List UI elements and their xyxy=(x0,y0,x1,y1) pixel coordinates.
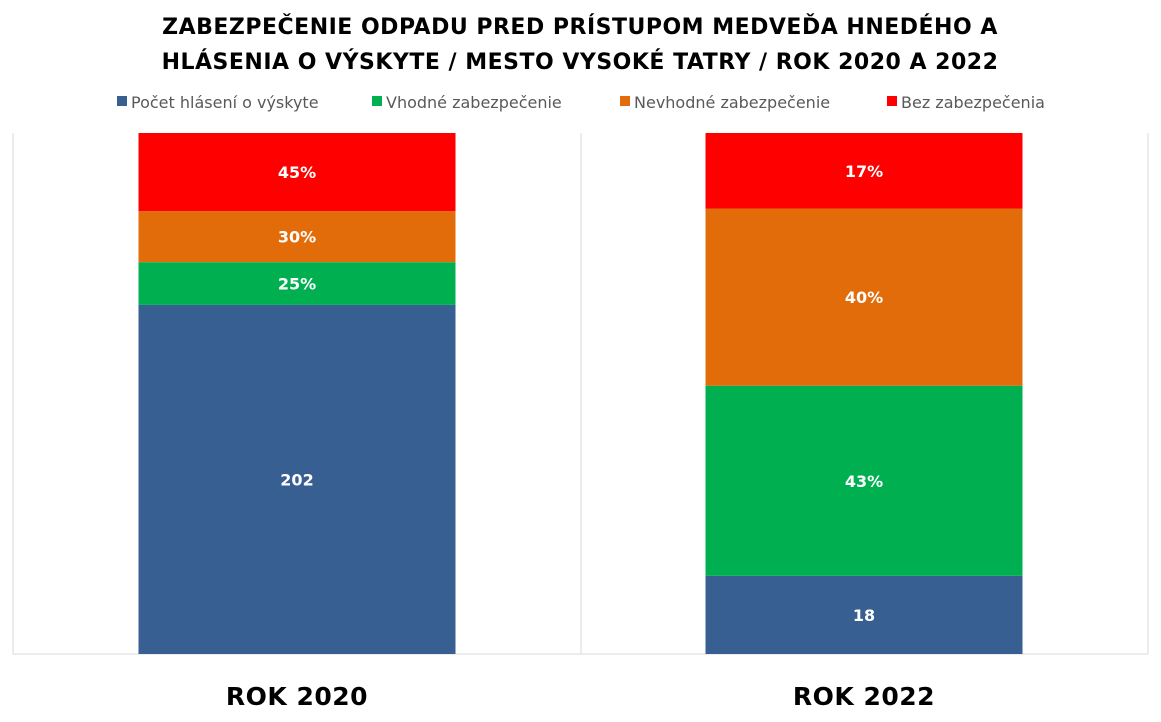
legend-swatch xyxy=(887,96,897,106)
bar-segment xyxy=(138,211,456,263)
legend-label: Počet hlásení o výskyte xyxy=(131,93,319,112)
bar-segment xyxy=(705,133,1023,209)
data-label: 25% xyxy=(278,275,316,294)
legend-swatch xyxy=(117,96,127,106)
category-label: ROK 2020 xyxy=(226,682,368,711)
bar-segment xyxy=(705,385,1023,576)
bar-segment xyxy=(705,575,1023,654)
chart-title-line-1: ZABEZPEČENIE ODPADU PRED PRÍSTUPOM MEDVE… xyxy=(162,14,998,40)
bar-segment xyxy=(705,208,1023,386)
data-label: 18 xyxy=(853,606,875,625)
data-label: 17% xyxy=(845,162,883,181)
legend-swatch xyxy=(372,96,382,106)
x-axis-labels: ROK 2020 ROK 2022 xyxy=(226,682,935,711)
data-label: 43% xyxy=(845,472,883,491)
data-label: 30% xyxy=(278,228,316,247)
data-label: 40% xyxy=(845,288,883,307)
data-label: 202 xyxy=(280,470,313,489)
legend: Počet hlásení o výskyte Vhodné zabezpečen… xyxy=(117,93,1045,112)
bar-segment xyxy=(138,133,456,212)
bars: 202 25% 30% 45% 18 43% 40% 17% xyxy=(138,133,1023,654)
legend-swatch xyxy=(620,96,630,106)
legend-label: Nevhodné zabezpečenie xyxy=(634,93,830,112)
category-label: ROK 2022 xyxy=(793,682,935,711)
bar-segment xyxy=(138,304,456,654)
bar-segment xyxy=(138,262,456,305)
data-label: 45% xyxy=(278,163,316,182)
legend-label: Bez zabezpečenia xyxy=(901,93,1045,112)
chart-title-line-2: HLÁSENIA O VÝSKYTE / MESTO VYSOKÉ TATRY … xyxy=(162,49,999,75)
legend-label: Vhodné zabezpečenie xyxy=(386,93,562,112)
